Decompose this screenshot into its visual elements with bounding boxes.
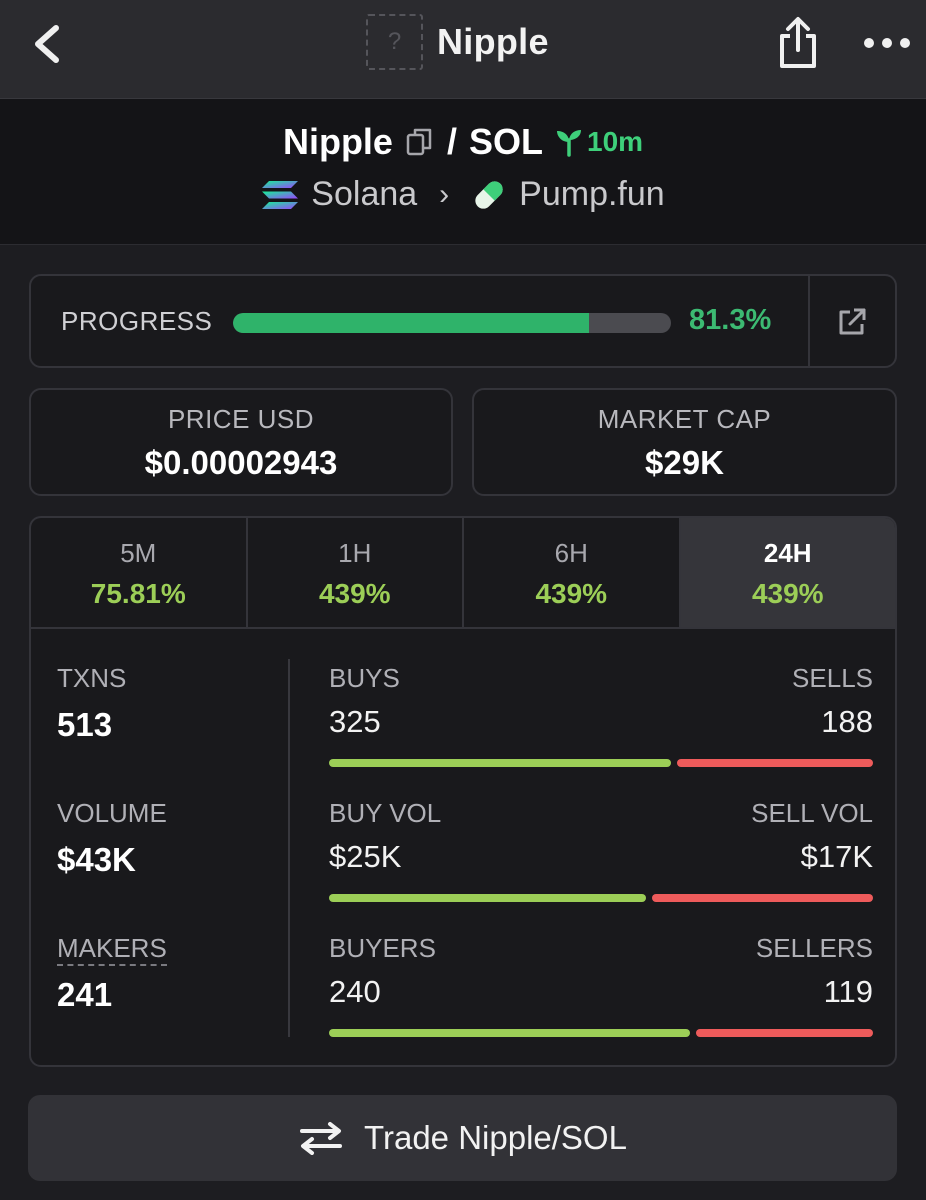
makers-label[interactable]: MAKERS: [57, 933, 167, 966]
tab-5m[interactable]: 5M 75.81%: [31, 518, 248, 628]
top-bar: ? Nipple: [0, 0, 926, 99]
buyers-value: 240: [329, 974, 381, 1009]
sells-bar: [677, 759, 873, 767]
bonding-progress-card: PROGRESS 81.3%: [29, 274, 897, 368]
trade-button-label: Trade Nipple/SOL: [364, 1119, 627, 1156]
sell-vol-value: $17K: [800, 839, 873, 874]
buys-value: 325: [329, 704, 381, 739]
tab-change: 75.81%: [90, 578, 186, 609]
sellers-bar: [696, 1029, 873, 1037]
market-cap-card: MARKET CAP $29K: [472, 388, 897, 496]
pair-route: Solana › Pump.fun: [0, 175, 926, 214]
timeframe-tabs: 5M 75.81% 1H 439% 6H 439% 24H 439%: [29, 516, 897, 628]
pair-separator: /: [446, 121, 457, 162]
volume-value: $43K: [57, 841, 136, 878]
buys-sells-stat: BUYS SELLS 325 188: [329, 663, 873, 771]
buyers-bar: [329, 1029, 690, 1037]
progress-bar-fill: [233, 313, 590, 333]
solana-icon: [262, 180, 299, 209]
volume-stat: VOLUME $43K: [57, 798, 167, 879]
back-icon[interactable]: [28, 22, 68, 66]
price-usd-card: PRICE USD $0.00002943: [29, 388, 453, 496]
tab-change: 439%: [318, 578, 391, 609]
copy-icon[interactable]: [405, 127, 435, 157]
progress-label: PROGRESS: [61, 306, 213, 336]
sellers-value: 119: [823, 974, 873, 1009]
more-icon[interactable]: [864, 30, 910, 56]
price-value: $0.00002943: [144, 444, 338, 481]
pill-icon: [475, 180, 503, 209]
share-icon[interactable]: [776, 16, 820, 70]
progress-value: 81.3%: [689, 304, 772, 336]
tab-24h[interactable]: 24H 439%: [680, 518, 895, 628]
tab-change: 439%: [751, 578, 824, 609]
sells-label: SELLS: [792, 663, 873, 693]
dex-link[interactable]: Pump.fun: [519, 175, 665, 213]
sell-vol-label: SELL VOL: [751, 798, 873, 828]
txns-stat: TXNS 513: [57, 663, 126, 744]
header-title-group: ? Nipple: [366, 14, 549, 70]
pair-age-value: 10m: [587, 126, 644, 157]
buys-label: BUYS: [329, 663, 400, 693]
price-label: PRICE USD: [167, 404, 315, 434]
buyers-label: BUYERS: [329, 933, 436, 963]
market-cap-value: $29K: [645, 444, 724, 481]
pair-header: Nipple / SOL 10m Solana ›: [0, 99, 926, 245]
tab-1h[interactable]: 1H 439%: [248, 518, 464, 628]
sells-value: 188: [821, 704, 873, 739]
trade-button[interactable]: Trade Nipple/SOL: [28, 1095, 897, 1181]
makers-stat: MAKERS 241: [57, 933, 167, 1014]
buyers-sellers-stat: BUYERS SELLERS 240 119: [329, 933, 873, 1041]
buy-vol-bar: [329, 894, 646, 902]
progress-divider: [808, 276, 810, 366]
trade-stats-panel: TXNS 513 VOLUME $43K MAKERS 241 BUYS SEL…: [29, 627, 897, 1067]
buy-sell-volume-bar: [329, 894, 873, 902]
tab-6h[interactable]: 6H 439%: [464, 518, 681, 628]
buys-bar: [329, 759, 671, 767]
chevron-right-icon: ›: [439, 177, 450, 211]
tab-label: 1H: [338, 538, 372, 568]
external-link-icon[interactable]: [836, 306, 868, 338]
buys-sells-bar: [329, 759, 873, 767]
buy-sell-volume-stat: BUY VOL SELL VOL $25K $17K: [329, 798, 873, 906]
volume-label: VOLUME: [57, 798, 167, 828]
txns-value: 513: [57, 706, 113, 743]
tab-label: 6H: [554, 538, 588, 568]
txns-label: TXNS: [57, 663, 127, 693]
pair-quote: SOL: [468, 121, 543, 162]
pair-name: Nipple / SOL 10m: [0, 121, 926, 163]
stats-divider: [288, 659, 290, 1037]
sell-vol-bar: [652, 894, 873, 902]
buy-vol-value: $25K: [329, 839, 402, 874]
pair-base: Nipple: [282, 121, 393, 162]
progress-bar: [233, 313, 671, 333]
buy-vol-label: BUY VOL: [329, 798, 442, 828]
page-title: Nipple: [437, 21, 549, 62]
buyers-sellers-bar: [329, 1029, 873, 1037]
makers-value: 241: [57, 976, 113, 1013]
sellers-label: SELLERS: [755, 933, 873, 963]
tab-label: 24H: [763, 538, 812, 568]
pair-age: 10m: [555, 126, 643, 158]
sprout-icon: [557, 130, 581, 157]
tab-label: 5M: [120, 538, 157, 568]
tab-change: 439%: [535, 578, 608, 609]
token-placeholder-icon: ?: [366, 14, 423, 70]
swap-icon: [300, 1122, 343, 1155]
market-cap-label: MARKET CAP: [597, 404, 772, 434]
chain-link[interactable]: Solana: [311, 175, 418, 213]
